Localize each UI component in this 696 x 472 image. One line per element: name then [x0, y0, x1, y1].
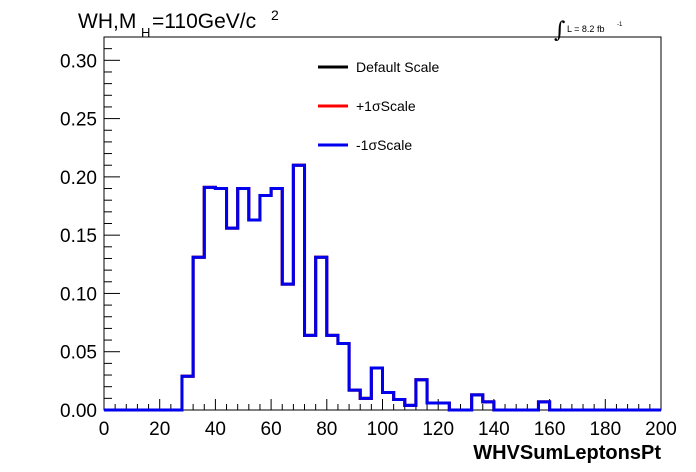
x-tick-label: 120 — [422, 419, 454, 440]
x-tick-label: 200 — [645, 419, 677, 440]
legend-entry-plus: +1σScale — [318, 98, 416, 114]
x-tick-label: 40 — [205, 419, 226, 440]
y-tick-label: 0.30 — [60, 51, 97, 72]
x-tick-label: 180 — [589, 419, 621, 440]
x-tick-label: 20 — [149, 419, 170, 440]
y-tick-label: 0.10 — [60, 284, 97, 305]
x-tick-label: 0 — [99, 419, 110, 440]
y-tick-label: 0.05 — [60, 343, 97, 364]
x-axis-label: WHVSumLeptonsPt — [473, 442, 661, 464]
x-tick-label: 60 — [261, 419, 282, 440]
y-tick-label: 0.00 — [60, 401, 97, 422]
x-tick-label: 100 — [367, 419, 399, 440]
lumi-text: L = 8.2 fb — [567, 24, 604, 34]
legend: Default Scale +1σScale -1σScale — [318, 59, 439, 153]
title-main: WH,M — [78, 10, 136, 33]
x-tick-label: 80 — [316, 419, 337, 440]
title-rest: =110GeV/c — [152, 10, 256, 33]
integral-sign-icon: ∫ — [554, 18, 566, 43]
legend-label-plus: +1σScale — [356, 98, 416, 114]
axes: 0 20 40 60 80 100 120 140 160 180 200 0.00 0.05 0.10 0… — [60, 36, 677, 440]
y-tick-label: 0.15 — [60, 226, 97, 247]
title-subscript: H — [141, 25, 150, 40]
title-superscript: 2 — [271, 7, 279, 23]
x-tick-label: 140 — [478, 419, 510, 440]
histogram-line-2 — [104, 163, 661, 412]
y-tick-label: 0.20 — [60, 168, 97, 189]
legend-entry-default: Default Scale — [318, 59, 439, 75]
y-tick-label: 0.25 — [60, 110, 97, 131]
lumi-superscript: -1 — [617, 22, 623, 28]
chart-title: WH,M H =110GeV/c 2 — [78, 7, 279, 40]
legend-label-default: Default Scale — [356, 59, 439, 75]
x-tick-label: 160 — [534, 419, 566, 440]
legend-entry-minus: -1σScale — [318, 137, 412, 153]
histogram-series — [104, 163, 661, 412]
legend-label-minus: -1σScale — [356, 137, 412, 153]
